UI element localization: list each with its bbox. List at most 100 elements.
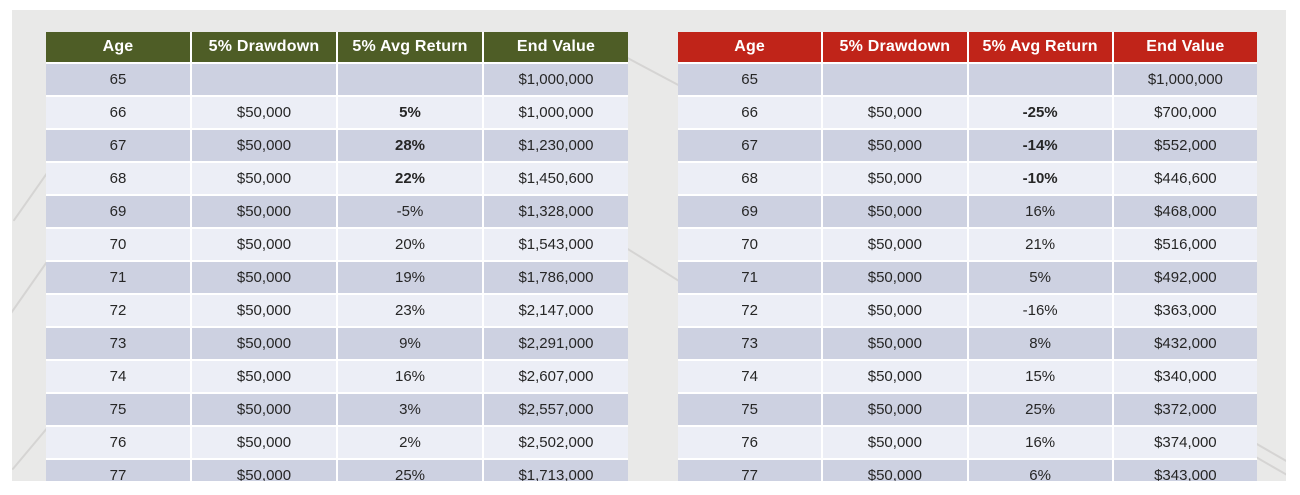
age-cell: 70 [46,229,190,260]
end-value-cell: $432,000 [1113,328,1257,359]
avg-return-cell: 9% [338,328,482,359]
avg-return-cell: 20% [338,229,482,260]
table-row: 69 $50,000 16% $468,000 [678,196,1257,227]
drawdown-cell: $50,000 [192,97,336,128]
table-row: 66 $50,000 5% $1,000,000 [46,97,628,128]
column-header: End Value [1113,32,1257,62]
drawdown-cell: $50,000 [823,97,967,128]
table-row: 75 $50,000 25% $372,000 [678,394,1257,425]
table-row: 77 $50,000 6% $343,000 [678,460,1257,481]
drawdown-cell: $50,000 [192,262,336,293]
end-value-cell: $2,607,000 [484,361,628,392]
column-header: 5% Drawdown [823,32,967,62]
end-value-cell: $340,000 [1113,361,1257,392]
table-header-row: Age 5% Drawdown 5% Avg Return End Value [678,32,1257,62]
avg-return-cell: 2% [338,427,482,458]
table-row: 67 $50,000 28% $1,230,000 [46,130,628,161]
avg-return-cell [968,64,1112,95]
drawdown-cell: $50,000 [192,394,336,425]
avg-return-cell: 22% [338,163,482,194]
age-cell: 71 [46,262,190,293]
end-value-cell: $363,000 [1113,295,1257,326]
age-cell: 69 [678,196,822,227]
drawdown-cell: $50,000 [192,229,336,260]
end-value-cell: $1,786,000 [484,262,628,293]
table-row: 65 $1,000,000 [46,64,628,95]
end-value-cell: $1,000,000 [484,97,628,128]
table-row: 77 $50,000 25% $1,713,000 [46,460,628,481]
end-value-cell: $516,000 [1113,229,1257,260]
end-value-cell: $1,713,000 [484,460,628,481]
avg-return-cell: 8% [968,328,1112,359]
end-value-cell: $1,230,000 [484,130,628,161]
avg-return-cell: 16% [338,361,482,392]
drawdown-cell: $50,000 [823,427,967,458]
end-value-cell: $1,450,600 [484,163,628,194]
avg-return-cell: 21% [968,229,1112,260]
table-row: 70 $50,000 21% $516,000 [678,229,1257,260]
age-cell: 77 [678,460,822,481]
avg-return-cell: 25% [338,460,482,481]
end-value-cell: $492,000 [1113,262,1257,293]
table-row: 72 $50,000 -16% $363,000 [678,295,1257,326]
drawdown-cell: $50,000 [823,262,967,293]
end-value-cell: $374,000 [1113,427,1257,458]
column-header: 5% Drawdown [192,32,336,62]
table-row: 65 $1,000,000 [678,64,1257,95]
table-row: 76 $50,000 2% $2,502,000 [46,427,628,458]
table-row: 71 $50,000 19% $1,786,000 [46,262,628,293]
column-header: Age [46,32,190,62]
slide-background: Age 5% Drawdown 5% Avg Return End Value 65 $1… [12,10,1286,481]
drawdown-cell: $50,000 [192,130,336,161]
age-cell: 65 [46,64,190,95]
age-cell: 66 [678,97,822,128]
table-row: 72 $50,000 23% $2,147,000 [46,295,628,326]
age-cell: 74 [678,361,822,392]
age-cell: 65 [678,64,822,95]
red-scenario-table: Age 5% Drawdown 5% Avg Return End Value 65 $1… [678,32,1257,481]
end-value-cell: $1,000,000 [1113,64,1257,95]
drawdown-cell: $50,000 [823,163,967,194]
avg-return-cell: -5% [338,196,482,227]
age-cell: 67 [678,130,822,161]
avg-return-cell: -16% [968,295,1112,326]
table-row: 70 $50,000 20% $1,543,000 [46,229,628,260]
table-row: 68 $50,000 -10% $446,600 [678,163,1257,194]
end-value-cell: $2,502,000 [484,427,628,458]
table-row: 71 $50,000 5% $492,000 [678,262,1257,293]
green-scenario-table: Age 5% Drawdown 5% Avg Return End Value 65 $1… [46,32,628,481]
avg-return-cell: 23% [338,295,482,326]
drawdown-cell [823,64,967,95]
end-value-cell: $468,000 [1113,196,1257,227]
age-cell: 74 [46,361,190,392]
table-header-row: Age 5% Drawdown 5% Avg Return End Value [46,32,628,62]
age-cell: 69 [46,196,190,227]
column-header: 5% Avg Return [338,32,482,62]
avg-return-cell: -10% [968,163,1112,194]
drawdown-cell: $50,000 [823,460,967,481]
end-value-cell: $2,291,000 [484,328,628,359]
avg-return-cell: 15% [968,361,1112,392]
end-value-cell: $700,000 [1113,97,1257,128]
drawdown-cell: $50,000 [192,196,336,227]
avg-return-cell: 28% [338,130,482,161]
drawdown-cell: $50,000 [823,328,967,359]
age-cell: 73 [46,328,190,359]
age-cell: 75 [46,394,190,425]
avg-return-cell: 16% [968,196,1112,227]
age-cell: 75 [678,394,822,425]
age-cell: 77 [46,460,190,481]
age-cell: 71 [678,262,822,293]
table-row: 66 $50,000 -25% $700,000 [678,97,1257,128]
avg-return-cell: -25% [968,97,1112,128]
column-header: 5% Avg Return [968,32,1112,62]
age-cell: 67 [46,130,190,161]
table-row: 74 $50,000 15% $340,000 [678,361,1257,392]
drawdown-cell: $50,000 [823,361,967,392]
avg-return-cell: 25% [968,394,1112,425]
end-value-cell: $1,328,000 [484,196,628,227]
end-value-cell: $343,000 [1113,460,1257,481]
table-row: 73 $50,000 9% $2,291,000 [46,328,628,359]
table-row: 74 $50,000 16% $2,607,000 [46,361,628,392]
